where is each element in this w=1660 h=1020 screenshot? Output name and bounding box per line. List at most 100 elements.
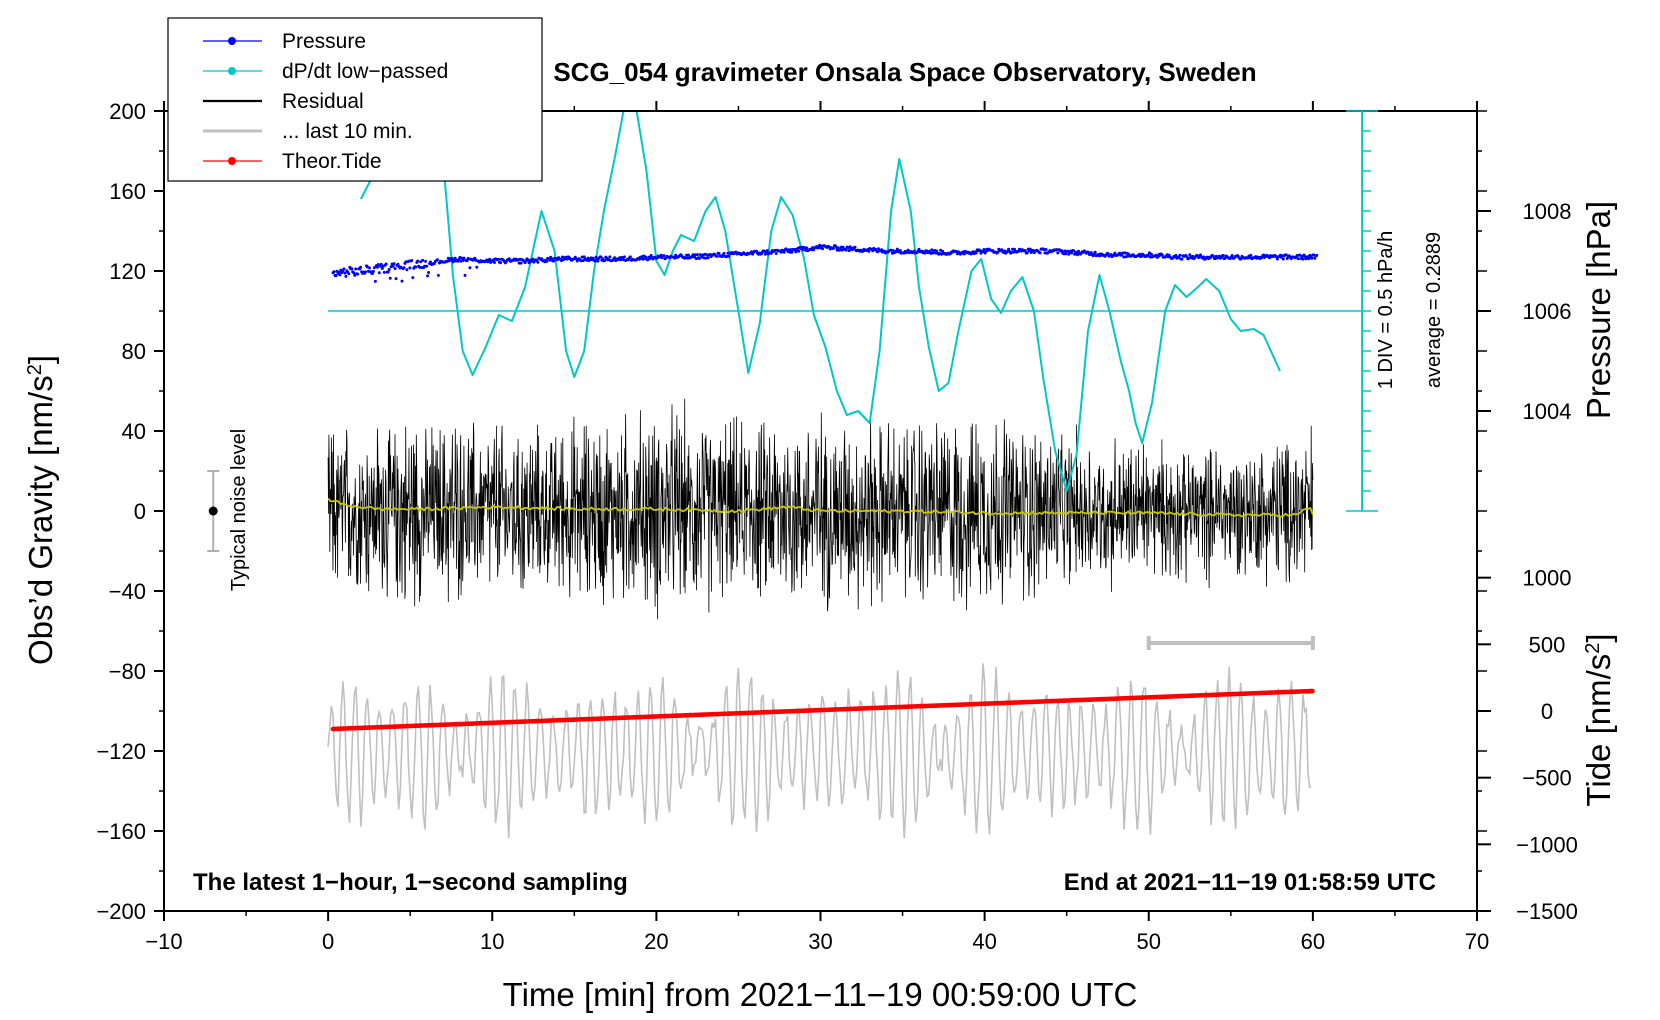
pressure-point bbox=[1138, 252, 1142, 256]
pressure-axis-ticks: 1008 1006 1004 bbox=[1477, 199, 1571, 424]
pressure-point bbox=[493, 261, 496, 264]
pressure-point bbox=[774, 252, 778, 255]
pressure-point bbox=[462, 256, 466, 260]
pressure-point bbox=[593, 259, 597, 263]
pressure-point bbox=[453, 256, 457, 260]
x-tick-label: 40 bbox=[972, 929, 996, 954]
pressure-point bbox=[386, 270, 390, 274]
pressure-point bbox=[974, 251, 978, 255]
tide-point bbox=[1310, 688, 1315, 694]
pressure-point bbox=[1307, 257, 1311, 261]
legend-marker bbox=[228, 37, 236, 45]
pressure-point bbox=[727, 254, 731, 258]
y-tick-label: 0 bbox=[134, 499, 146, 524]
pressure-point bbox=[706, 256, 710, 260]
pressure-point bbox=[405, 268, 409, 272]
x-tick-label: 20 bbox=[644, 929, 668, 954]
noise-level-label: Typical noise level bbox=[228, 429, 250, 591]
pressure-point bbox=[867, 249, 871, 253]
pressure-point bbox=[344, 274, 348, 278]
pressure-point bbox=[844, 248, 848, 252]
pressure-point bbox=[917, 247, 921, 251]
legend-label: Theor.Tide bbox=[282, 150, 382, 173]
pressure-point bbox=[461, 259, 465, 262]
pressure-tick-label: 1008 bbox=[1523, 199, 1572, 224]
series-residual-smoothed bbox=[327, 497, 1314, 518]
pressure-point bbox=[1249, 253, 1253, 257]
tide-tick-label: −500 bbox=[1522, 766, 1572, 791]
x-tick-label: 0 bbox=[322, 929, 334, 954]
pressure-point bbox=[847, 249, 851, 253]
pressure-point bbox=[628, 255, 632, 259]
pressure-point bbox=[427, 271, 431, 274]
pressure-point bbox=[1044, 248, 1048, 251]
pressure-point bbox=[350, 267, 354, 271]
pressure-point bbox=[794, 250, 798, 254]
pressure-point bbox=[923, 251, 927, 255]
y-tick-label: 40 bbox=[122, 419, 146, 444]
pressure-point bbox=[797, 249, 801, 253]
pressure-point bbox=[1113, 251, 1117, 255]
series-pressure bbox=[331, 243, 1319, 283]
pressure-point bbox=[1038, 251, 1042, 255]
pressure-point bbox=[1070, 251, 1074, 255]
pressure-point bbox=[687, 253, 690, 257]
pressure-point bbox=[1056, 251, 1060, 255]
pressure-point bbox=[1007, 247, 1011, 251]
pressure-point bbox=[782, 250, 786, 254]
y-tick-label: 160 bbox=[109, 179, 146, 204]
series-dpdt-low-passed bbox=[360, 110, 1281, 492]
pressure-point bbox=[1313, 256, 1317, 260]
noise-bar-center bbox=[208, 506, 218, 516]
pressure-point bbox=[552, 259, 556, 263]
pressure-tick-label: 1004 bbox=[1523, 399, 1572, 424]
pressure-point bbox=[377, 271, 381, 275]
pressure-point bbox=[387, 268, 391, 271]
pressure-point bbox=[393, 267, 397, 271]
pressure-point bbox=[354, 267, 358, 271]
pressure-point bbox=[414, 265, 418, 269]
y-tick-label: 80 bbox=[122, 339, 146, 364]
pressure-point bbox=[450, 256, 454, 260]
pressure-point bbox=[1221, 254, 1225, 257]
pressure-point bbox=[545, 259, 549, 263]
pressure-point bbox=[1013, 247, 1016, 251]
tide-tick-label: 0 bbox=[1541, 699, 1553, 724]
pressure-point bbox=[853, 245, 857, 249]
pressure-point bbox=[425, 264, 429, 268]
pressure-point bbox=[343, 271, 347, 275]
legend-label: Pressure bbox=[282, 30, 366, 53]
pressure-point bbox=[347, 272, 351, 276]
x-tick-label: −10 bbox=[145, 929, 182, 954]
pressure-point bbox=[382, 270, 386, 274]
legend-marker bbox=[228, 67, 236, 75]
pressure-point bbox=[356, 272, 360, 276]
pressure-point bbox=[717, 252, 721, 255]
pressure-point bbox=[599, 255, 603, 259]
pressure-point bbox=[408, 266, 412, 270]
y-tick-label: −40 bbox=[109, 579, 146, 604]
x-tick-label: 10 bbox=[480, 929, 504, 954]
pressure-point bbox=[790, 250, 794, 254]
pressure-point bbox=[1060, 249, 1064, 253]
x-axis-ticks: −10 0 10 20 30 40 50 60 70 bbox=[145, 101, 1489, 954]
pressure-point bbox=[519, 261, 523, 265]
pressure-point bbox=[1178, 253, 1182, 257]
legend-marker bbox=[228, 157, 236, 165]
pressure-point bbox=[332, 270, 336, 274]
pressure-point bbox=[429, 260, 432, 264]
pressure-point bbox=[1149, 252, 1153, 256]
x-tick-label: 50 bbox=[1137, 929, 1161, 954]
x-tick-label: 70 bbox=[1465, 929, 1489, 954]
pressure-point bbox=[436, 273, 440, 277]
pressure-point bbox=[1230, 254, 1234, 257]
y-tick-label: −120 bbox=[96, 739, 146, 764]
pressure-point bbox=[765, 249, 769, 253]
pressure-point bbox=[1174, 253, 1178, 257]
pressure-point bbox=[380, 266, 384, 270]
pressure-point bbox=[805, 246, 809, 250]
pressure-point bbox=[644, 255, 648, 259]
pressure-point bbox=[400, 279, 404, 283]
pressure-point bbox=[596, 259, 600, 263]
y-tick-label: −200 bbox=[96, 899, 146, 924]
